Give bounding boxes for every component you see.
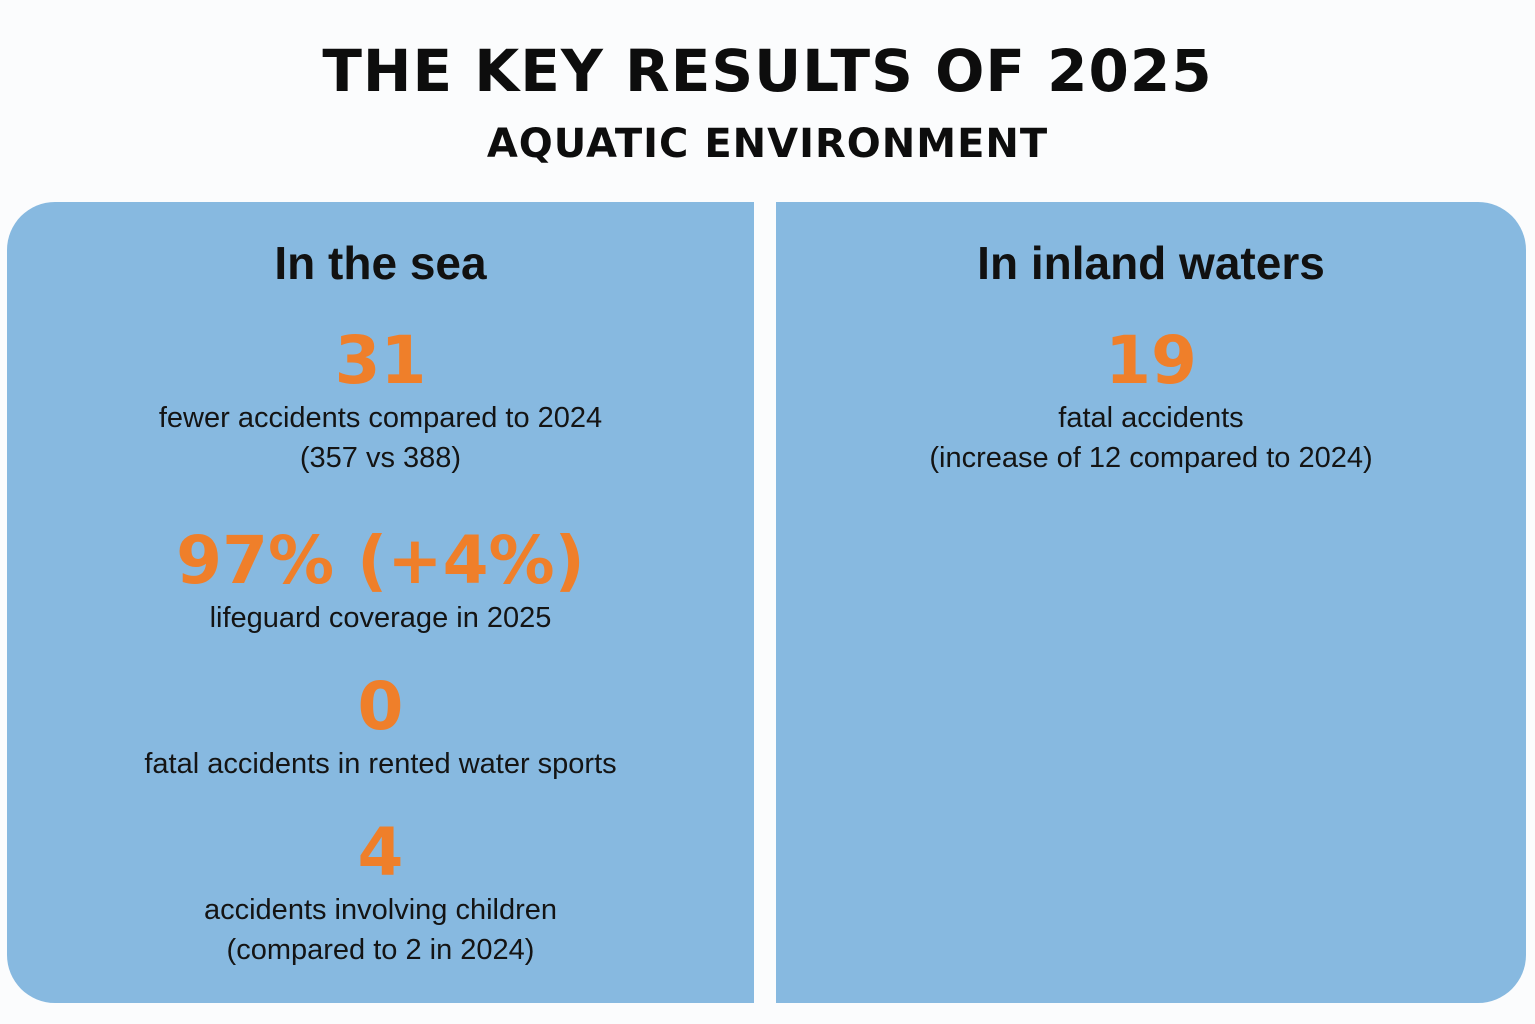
stat-description-detail: (increase of 12 compared to 2024) (929, 442, 1373, 474)
panel-title-inland: In inland waters (977, 237, 1325, 289)
stat-value: 31 (334, 322, 427, 399)
stat-lifeguard-coverage: 97% (+4%) lifeguard coverage in 2025 (7, 524, 754, 638)
stat-fewer-accidents: 31 fewer accidents compared to 2024 (357… (7, 324, 754, 478)
stat-description: fewer accidents compared to 2024 (158, 402, 603, 434)
stat-description-detail: (357 vs 388) (299, 442, 462, 474)
panel-title-sea: In the sea (274, 237, 487, 289)
stat-value: 0 (357, 668, 404, 745)
stat-rented-water-sports: 0 fatal accidents in rented water sports (7, 670, 754, 784)
panel-inland-waters: In inland waters 19 fatal accidents (inc… (776, 202, 1526, 1003)
panel-sea: In the sea 31 fewer accidents compared t… (7, 202, 754, 1003)
stat-children-accidents: 4 accidents involving children (compared… (7, 816, 754, 970)
stat-value: 97% (+4%) (176, 522, 585, 599)
stat-description: fatal accidents (1058, 402, 1244, 434)
page-subtitle: AQUATIC ENVIRONMENT (486, 121, 1049, 167)
stat-fatal-accidents: 19 fatal accidents (increase of 12 compa… (776, 324, 1526, 478)
stat-value: 4 (357, 814, 404, 891)
stat-description: accidents involving children (203, 894, 558, 926)
stat-description: lifeguard coverage in 2025 (209, 602, 552, 634)
header: THE KEY RESULTS OF 2025 AQUATIC ENVIRONM… (0, 0, 1535, 190)
stat-value: 19 (1105, 322, 1197, 399)
stat-description-detail: (compared to 2 in 2024) (226, 934, 535, 966)
page-title: THE KEY RESULTS OF 2025 (322, 37, 1213, 105)
stat-description: fatal accidents in rented water sports (144, 748, 617, 780)
